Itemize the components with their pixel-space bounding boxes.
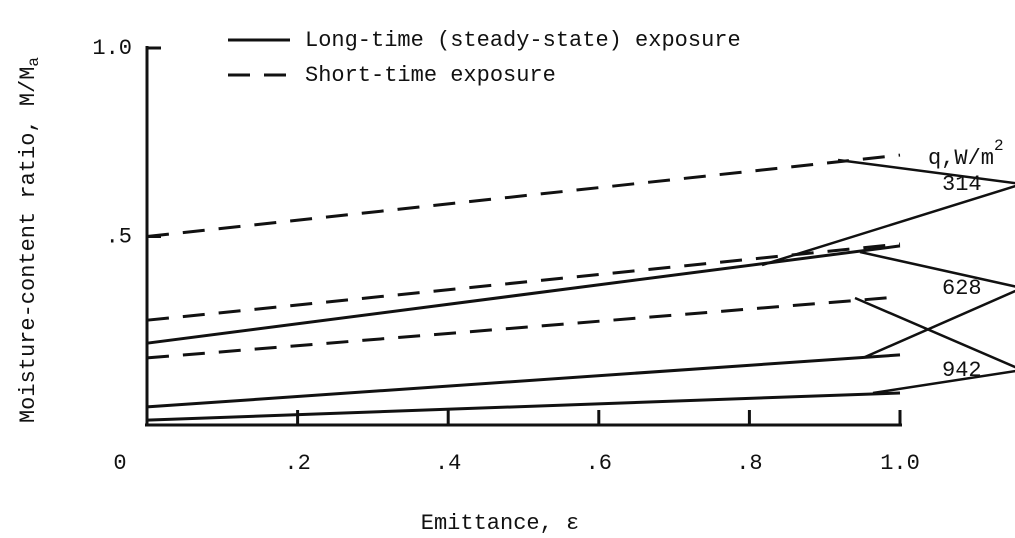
legend-label: Long-time (steady-state) exposure bbox=[305, 28, 741, 53]
legend-label: Short-time exposure bbox=[305, 63, 556, 88]
line-long bbox=[146, 353, 901, 409]
x-tick-label: .6 bbox=[586, 451, 612, 476]
y-axis-label: Moisture-content ratio, M/Ma bbox=[16, 57, 43, 423]
x-tick-label: 1.0 bbox=[880, 451, 920, 476]
series-label: 628 bbox=[942, 276, 982, 301]
line-short bbox=[146, 153, 901, 238]
x-tick-label: 0 bbox=[113, 451, 126, 476]
y-tick-label: 1.0 bbox=[92, 36, 132, 61]
q-label-sup: 2 bbox=[994, 137, 1004, 155]
series-label: 314 bbox=[942, 172, 982, 197]
x-tick-label: .4 bbox=[435, 451, 461, 476]
line-short bbox=[146, 242, 901, 322]
leader bbox=[761, 158, 1015, 267]
x-tick-label: .2 bbox=[284, 451, 310, 476]
q-label-main: q,W/m bbox=[928, 146, 994, 171]
x-tick-label: .8 bbox=[736, 451, 762, 476]
q-label: q,W/m2 bbox=[928, 137, 1004, 171]
x-axis-label: Emittance, ε bbox=[421, 511, 579, 536]
series-label: 942 bbox=[942, 358, 982, 383]
y-axis-label-sub: a bbox=[25, 57, 43, 67]
line-short bbox=[146, 295, 901, 360]
y-tick-label: .5 bbox=[106, 224, 132, 249]
line-long bbox=[146, 391, 901, 422]
line-long bbox=[146, 244, 901, 345]
leaders bbox=[761, 158, 1015, 395]
leader bbox=[854, 296, 1015, 395]
y-axis-label-main: Moisture-content ratio, M/M bbox=[16, 67, 41, 423]
leader bbox=[859, 250, 1015, 359]
